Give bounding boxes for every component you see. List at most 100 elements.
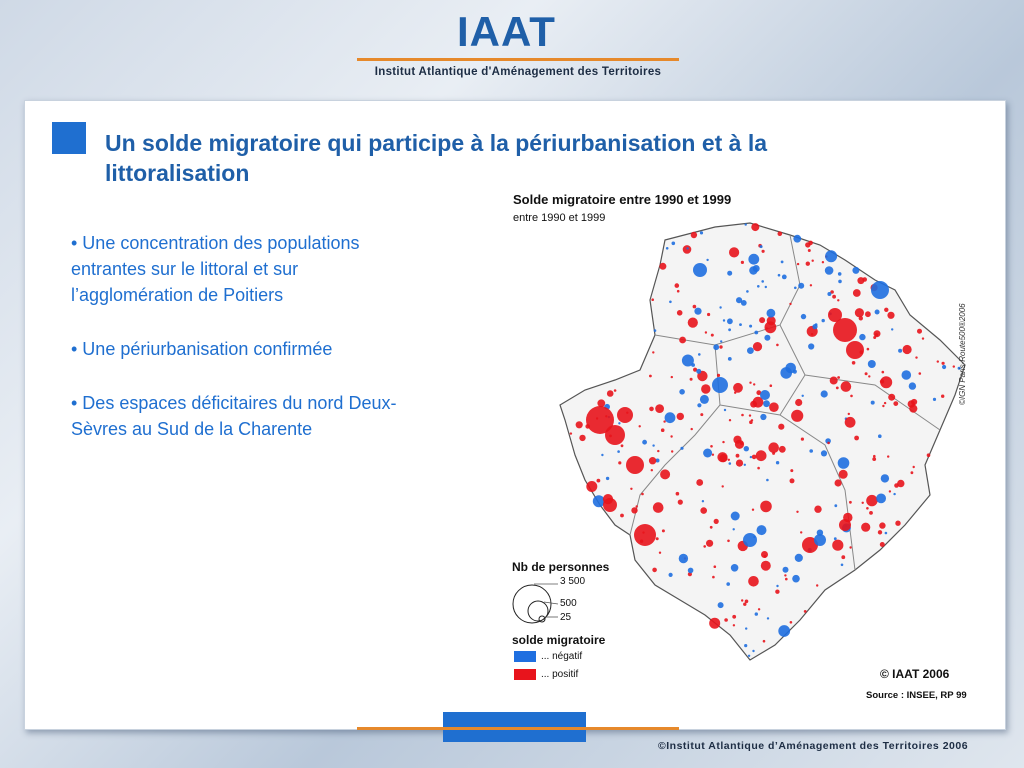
commune-dot xyxy=(696,479,704,486)
commune-dot xyxy=(690,427,693,431)
commune-dot xyxy=(840,381,852,392)
commune-dot xyxy=(827,292,832,296)
commune-dot xyxy=(854,308,864,318)
commune-dot xyxy=(642,439,647,445)
commune-dot xyxy=(727,318,733,325)
map-copyright: © IAAT 2006 xyxy=(880,667,950,681)
commune-dot xyxy=(840,563,844,567)
commune-dot xyxy=(752,649,755,653)
commune-dot xyxy=(793,234,802,243)
commune-dot xyxy=(879,522,886,529)
commune-dot xyxy=(791,409,804,422)
commune-dot xyxy=(586,406,614,434)
commune-dot xyxy=(680,446,684,450)
commune-dot xyxy=(712,575,715,579)
map-subtitle: entre 1990 et 1999 xyxy=(513,212,606,224)
commune-dot xyxy=(744,223,747,226)
commune-dot xyxy=(794,286,797,290)
legend-size-title: Nb de personnes xyxy=(512,560,610,574)
commune-dot xyxy=(733,435,742,444)
bullet-item: • Une périurbanisation confirmée xyxy=(71,339,333,359)
commune-dot xyxy=(713,565,717,568)
commune-dot xyxy=(808,343,815,350)
commune-dot xyxy=(618,461,622,465)
commune-dot xyxy=(873,454,876,458)
commune-dot xyxy=(677,499,683,505)
commune-dot xyxy=(807,249,811,252)
commune-dot xyxy=(837,272,842,276)
commune-dot xyxy=(652,502,664,513)
commune-dot xyxy=(687,317,698,328)
commune-dot xyxy=(766,478,769,482)
commune-dot xyxy=(660,428,665,432)
legend-value-large: 3 500 xyxy=(560,576,586,587)
commune-dot xyxy=(874,309,880,315)
commune-dot xyxy=(803,610,807,613)
commune-dot xyxy=(652,444,655,447)
commune-dot xyxy=(825,250,838,263)
commune-dot xyxy=(686,247,689,250)
commune-dot xyxy=(652,351,655,354)
commune-dot xyxy=(841,555,846,560)
commune-dot xyxy=(676,289,680,293)
bullet-item: • Des espaces déficitaires du nord Deux-… xyxy=(71,393,397,439)
commune-dot xyxy=(689,377,693,381)
commune-dot xyxy=(734,391,737,394)
commune-dot xyxy=(897,479,905,488)
commune-dot xyxy=(878,434,882,438)
commune-dot xyxy=(932,397,937,401)
commune-dot xyxy=(827,441,830,445)
commune-dot xyxy=(908,382,917,390)
commune-dot xyxy=(706,539,714,547)
commune-dot xyxy=(849,546,852,549)
commune-dot xyxy=(717,602,724,609)
commune-dot xyxy=(918,372,922,375)
commune-dot xyxy=(730,564,739,572)
commune-dot xyxy=(936,360,939,363)
commune-dot xyxy=(795,398,803,407)
commune-dot xyxy=(671,241,676,246)
commune-dot xyxy=(712,377,728,393)
commune-dot xyxy=(569,432,573,435)
commune-dot xyxy=(798,282,805,289)
commune-dot xyxy=(760,560,771,571)
commune-dot xyxy=(789,478,795,484)
commune-dot xyxy=(655,404,664,413)
commune-dot xyxy=(749,324,753,328)
commune-dot xyxy=(660,469,671,480)
commune-dot xyxy=(728,462,732,465)
commune-dot xyxy=(781,274,787,280)
commune-dot xyxy=(650,469,653,472)
commune-dot xyxy=(757,466,760,470)
commune-dot xyxy=(592,495,605,508)
commune-dot xyxy=(759,245,763,249)
commune-dot xyxy=(828,308,842,322)
commune-dot xyxy=(744,599,749,604)
commune-dot xyxy=(838,279,842,284)
commune-dot xyxy=(693,367,698,372)
commune-dot xyxy=(887,455,890,458)
commune-dot xyxy=(911,398,918,406)
commune-dot xyxy=(800,531,803,534)
commune-dot xyxy=(713,344,720,351)
commune-dot xyxy=(748,576,759,587)
commune-dot xyxy=(747,654,751,657)
commune-dot xyxy=(693,263,707,277)
commune-dot xyxy=(775,589,780,594)
commune-dot xyxy=(652,567,657,573)
commune-dot xyxy=(722,319,726,322)
commune-dot xyxy=(756,390,762,396)
commune-dot xyxy=(699,394,709,404)
commune-dot xyxy=(909,404,918,413)
commune-dot xyxy=(766,617,770,620)
commune-dot xyxy=(800,313,807,320)
commune-dot xyxy=(814,323,818,327)
commune-dot xyxy=(713,518,719,524)
commune-dot xyxy=(884,307,889,312)
commune-dot xyxy=(746,290,749,293)
commune-dot xyxy=(618,422,621,425)
commune-dot xyxy=(717,452,728,463)
commune-dot xyxy=(700,507,707,514)
commune-dot xyxy=(661,529,665,533)
commune-dot xyxy=(655,458,660,463)
